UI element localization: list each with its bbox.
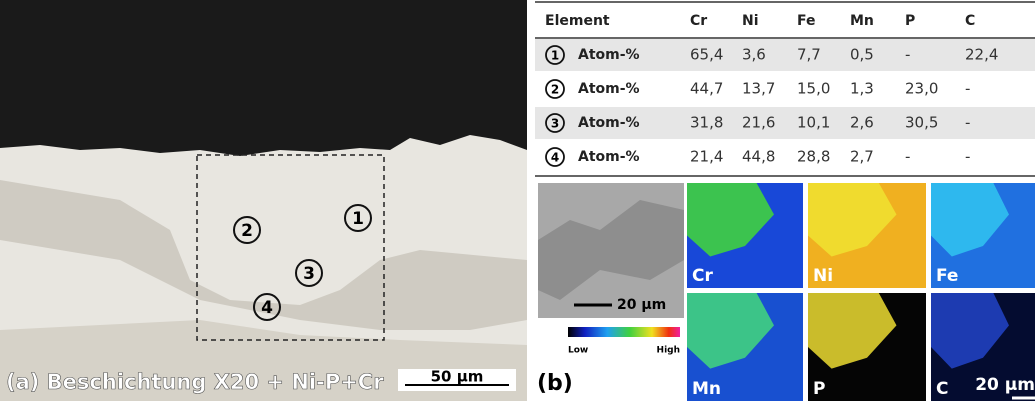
- unit: Atom-%: [578, 115, 640, 131]
- value: -: [965, 80, 970, 98]
- colorbar: [568, 327, 680, 337]
- row-marker: 4: [551, 151, 559, 165]
- value: -: [965, 148, 970, 166]
- value: -: [905, 148, 910, 166]
- value: 23,0: [905, 80, 938, 98]
- value: 13,7: [742, 80, 775, 98]
- row-marker: 3: [551, 117, 559, 131]
- value: 44,8: [742, 148, 775, 166]
- value: 21,4: [690, 148, 723, 166]
- value: -: [965, 114, 970, 132]
- value: 2,7: [850, 148, 874, 166]
- value: 0,5: [850, 46, 874, 64]
- unit: Atom-%: [578, 149, 640, 165]
- table-header: Ni: [742, 13, 759, 29]
- table-header: P: [905, 13, 915, 29]
- map-label: Fe: [936, 266, 958, 286]
- table-header: Element: [545, 13, 610, 29]
- value: 22,4: [965, 46, 998, 64]
- value: -: [905, 46, 910, 64]
- value: 15,0: [797, 80, 830, 98]
- value: 30,5: [905, 114, 938, 132]
- unit: Atom-%: [578, 47, 640, 63]
- value: 44,7: [690, 80, 723, 98]
- colorbar-high: High: [657, 346, 680, 356]
- row-marker: 1: [551, 49, 559, 63]
- value: 1,3: [850, 80, 874, 98]
- value: 28,8: [797, 148, 830, 166]
- table-header: Cr: [690, 13, 707, 29]
- embedding: [0, 0, 527, 156]
- table-header: Mn: [850, 13, 874, 29]
- map-label: Cr: [692, 266, 713, 286]
- row-marker: 2: [551, 83, 559, 97]
- colorbar-low: Low: [568, 346, 588, 356]
- value: 31,8: [690, 114, 723, 132]
- figure: 1 2 3 4 (a) Beschichtung X20 + Ni-P+Cr 50 µ…: [0, 0, 1035, 401]
- marker: 3: [303, 264, 315, 284]
- marker: 1: [352, 209, 364, 229]
- map-label: P: [813, 379, 825, 399]
- scale-bar-label: 50 µm: [431, 368, 484, 386]
- value: 10,1: [797, 114, 830, 132]
- marker: 4: [261, 298, 273, 318]
- map-label: C: [936, 379, 948, 399]
- map-scale-label: 20 µm: [975, 375, 1035, 395]
- value: 65,4: [690, 46, 723, 64]
- sem-scale-label: 20 µm: [617, 297, 666, 313]
- value: 2,6: [850, 114, 874, 132]
- table-header: Fe: [797, 13, 816, 29]
- value: 3,6: [742, 46, 766, 64]
- value: 21,6: [742, 114, 775, 132]
- caption: (a) Beschichtung X20 + Ni-P+Cr: [6, 370, 384, 394]
- panel-label: (b): [537, 371, 573, 396]
- unit: Atom-%: [578, 81, 640, 97]
- map-label: Ni: [813, 266, 833, 286]
- marker: 2: [241, 221, 253, 241]
- table-header: C: [965, 13, 975, 29]
- map-label: Mn: [692, 379, 721, 399]
- value: 7,7: [797, 46, 821, 64]
